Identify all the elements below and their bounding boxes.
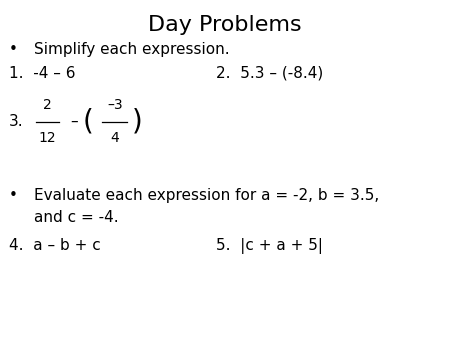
Text: ): ) — [132, 108, 143, 136]
Text: Day Problems: Day Problems — [148, 15, 302, 35]
Text: 4.  a – b + c: 4. a – b + c — [9, 238, 101, 253]
Text: Evaluate each expression for a = -2, b = 3.5,: Evaluate each expression for a = -2, b =… — [34, 188, 379, 202]
Text: 3.: 3. — [9, 114, 23, 129]
Text: –: – — [71, 114, 78, 129]
Text: 4: 4 — [110, 131, 119, 145]
Text: 2: 2 — [43, 98, 52, 113]
Text: –3: –3 — [107, 98, 122, 113]
Text: (: ( — [82, 108, 93, 136]
Text: Simplify each expression.: Simplify each expression. — [34, 42, 230, 57]
Text: 1.  -4 – 6: 1. -4 – 6 — [9, 66, 76, 81]
Text: 5.  |c + a + 5|: 5. |c + a + 5| — [216, 238, 323, 254]
Text: •: • — [9, 42, 18, 57]
Text: 12: 12 — [38, 131, 56, 145]
Text: and c = -4.: and c = -4. — [34, 210, 118, 225]
Text: •: • — [9, 188, 18, 202]
Text: 2.  5.3 – (-8.4): 2. 5.3 – (-8.4) — [216, 66, 323, 81]
